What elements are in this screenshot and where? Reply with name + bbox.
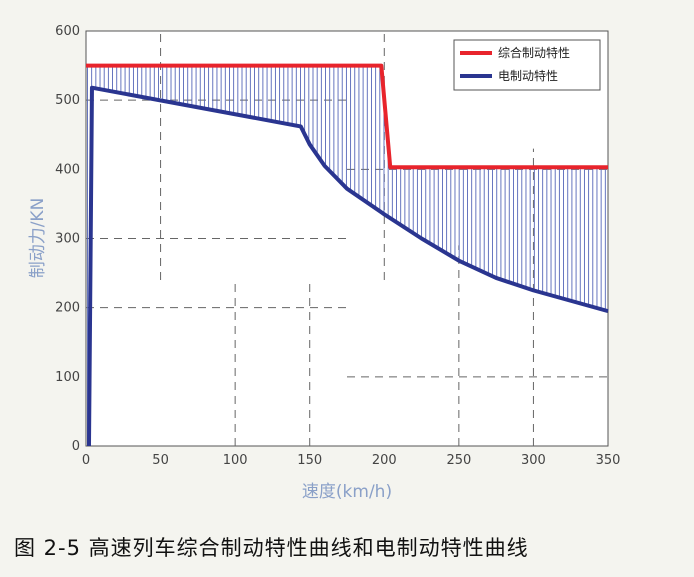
y-tick-label: 0: [72, 439, 80, 454]
legend-box: [453, 39, 601, 91]
x-axis-label: 速度(km/h): [302, 482, 392, 502]
y-tick-label: 400: [55, 162, 80, 177]
y-tick-label: 600: [55, 24, 80, 39]
y-tick-label: 300: [55, 232, 80, 247]
y-tick-label: 100: [55, 370, 80, 385]
legend-label-combined: 综合制动特性: [498, 45, 570, 60]
x-tick-label: 100: [223, 453, 248, 468]
grid: [86, 31, 608, 446]
x-tick-label: 150: [297, 453, 322, 468]
tick-labels: 0 50 100 150 200 250 300 350 0 100 200 300 400 500 600: [55, 24, 620, 468]
x-tick-label: 250: [446, 453, 471, 468]
series-lines: [86, 63, 609, 447]
x-tick-label: 50: [152, 453, 169, 468]
y-tick-label: 200: [55, 301, 80, 316]
y-tick-label: 500: [55, 93, 80, 108]
x-tick-label: 0: [82, 453, 90, 468]
series-line-electric: [86, 85, 609, 447]
x-tick-label: 350: [596, 453, 621, 468]
x-tick-label: 200: [372, 453, 397, 468]
x-tick-label: 300: [521, 453, 546, 468]
figure-caption: 图 2-5 高速列车综合制动特性曲线和电制动特性曲线: [14, 536, 529, 560]
series-line-combined: [86, 63, 608, 170]
hatch-fill: [87, 65, 606, 446]
y-axis-label: 制动力/KN: [28, 198, 48, 279]
legend: 综合制动特性 电制动特性: [453, 39, 601, 91]
legend-label-electric: 电制动特性: [498, 68, 558, 83]
